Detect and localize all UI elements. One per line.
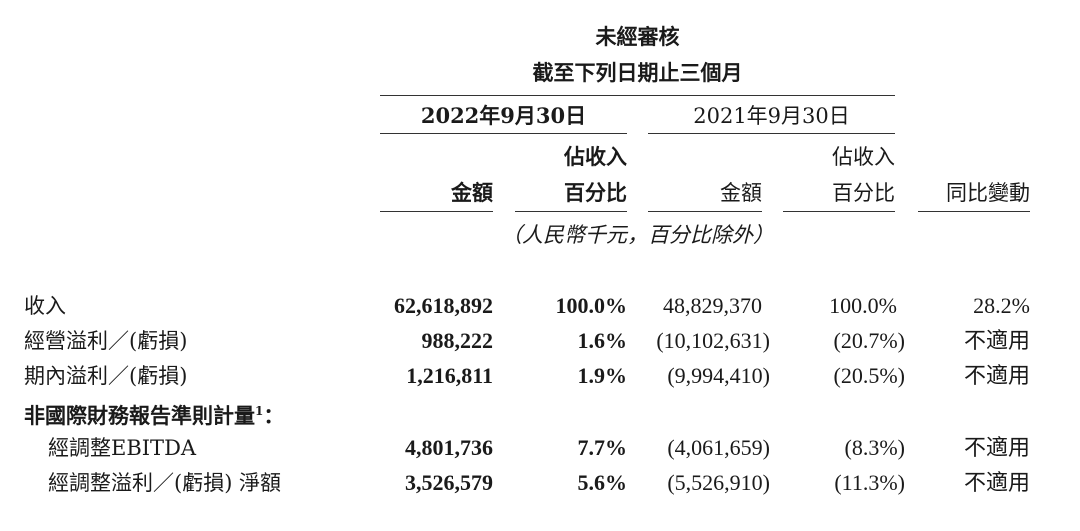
col-pct-2021-line1: 佔收入 bbox=[832, 145, 895, 169]
amount-2021: (9,994,410) bbox=[667, 363, 770, 388]
amount-2022: 1,216,811 bbox=[406, 363, 493, 388]
divider bbox=[380, 133, 627, 134]
divider bbox=[783, 211, 895, 212]
divider bbox=[648, 133, 895, 134]
section-colon: ： bbox=[263, 403, 285, 428]
amount-2021: 48,829,370 bbox=[663, 293, 762, 318]
col-yoy: 同比變動 bbox=[946, 181, 1030, 205]
yoy-change: 不適用 bbox=[963, 328, 1030, 353]
pct-2021: (20.7%) bbox=[833, 328, 905, 353]
amount-2022: 62,618,892 bbox=[394, 293, 493, 318]
amount-2021: (10,102,631) bbox=[656, 328, 770, 353]
col-amount-2022: 金額 bbox=[451, 180, 493, 205]
row-label: 收入 bbox=[24, 294, 66, 318]
divider bbox=[380, 95, 895, 96]
table-title: 未經審核 bbox=[595, 24, 680, 49]
row-label: 經營溢利／(虧損) bbox=[24, 329, 188, 353]
yoy-change: 28.2% bbox=[973, 293, 1030, 318]
unit-note: （人民幣千元，百分比除外） bbox=[501, 223, 774, 247]
pct-2021: (11.3%) bbox=[834, 470, 905, 495]
col-amount-2021: 金額 bbox=[720, 181, 762, 205]
footnote-marker: 1 bbox=[255, 404, 264, 418]
section-label: 非國際財務報告準則計量1： bbox=[24, 398, 284, 429]
table-row: 經營溢利／(虧損) 988,222 1.6% (10,102,631) (20.… bbox=[0, 324, 1080, 358]
row-label: 期內溢利／(虧損) bbox=[24, 364, 188, 388]
divider bbox=[648, 211, 762, 212]
pct-2022: 1.9% bbox=[577, 363, 628, 388]
pct-2021: (20.5%) bbox=[833, 363, 905, 388]
divider bbox=[515, 211, 627, 212]
divider bbox=[380, 211, 493, 212]
pct-2022: 100.0% bbox=[555, 293, 628, 318]
row-label: 經調整EBITDA bbox=[48, 436, 197, 460]
yoy-change: 不適用 bbox=[963, 470, 1030, 495]
period-2021: 2021年9月30日 bbox=[693, 104, 850, 128]
pct-2022: 7.7% bbox=[577, 435, 628, 460]
table-row: 經調整EBITDA 4,801,736 7.7% (4,061,659) (8.… bbox=[0, 431, 1080, 465]
row-label: 經調整溢利／(虧損) 淨額 bbox=[48, 471, 282, 495]
pct-2022: 5.6% bbox=[577, 470, 628, 495]
amount-2022: 4,801,736 bbox=[405, 435, 493, 460]
divider bbox=[918, 211, 1030, 212]
col-pct-2021-line2: 百分比 bbox=[832, 181, 895, 205]
pct-2021: (8.3%) bbox=[844, 435, 905, 460]
table-row: 經調整溢利／(虧損) 淨額 3,526,579 5.6% (5,526,910)… bbox=[0, 466, 1080, 500]
section-label-text: 非國際財務報告準則計量 bbox=[24, 403, 255, 428]
yoy-change: 不適用 bbox=[963, 435, 1030, 460]
amount-2022: 988,222 bbox=[421, 328, 494, 353]
section-header: 非國際財務報告準則計量1： bbox=[0, 394, 1080, 428]
table-row: 收入 62,618,892 100.0% 48,829,370 100.0% 2… bbox=[0, 289, 1080, 323]
pct-2022: 1.6% bbox=[577, 328, 628, 353]
amount-2021: (5,526,910) bbox=[667, 470, 770, 495]
amount-2022: 3,526,579 bbox=[405, 470, 493, 495]
pct-2021: 100.0% bbox=[829, 293, 897, 318]
col-pct-2022-line2: 百分比 bbox=[564, 180, 627, 205]
col-pct-2022-line1: 佔收入 bbox=[564, 144, 627, 169]
yoy-change: 不適用 bbox=[963, 363, 1030, 388]
period-2022: 2022年9月30日 bbox=[420, 103, 587, 128]
amount-2021: (4,061,659) bbox=[667, 435, 770, 460]
table-subtitle: 截至下列日期止三個月 bbox=[532, 60, 743, 85]
table-row: 期內溢利／(虧損) 1,216,811 1.9% (9,994,410) (20… bbox=[0, 359, 1080, 393]
